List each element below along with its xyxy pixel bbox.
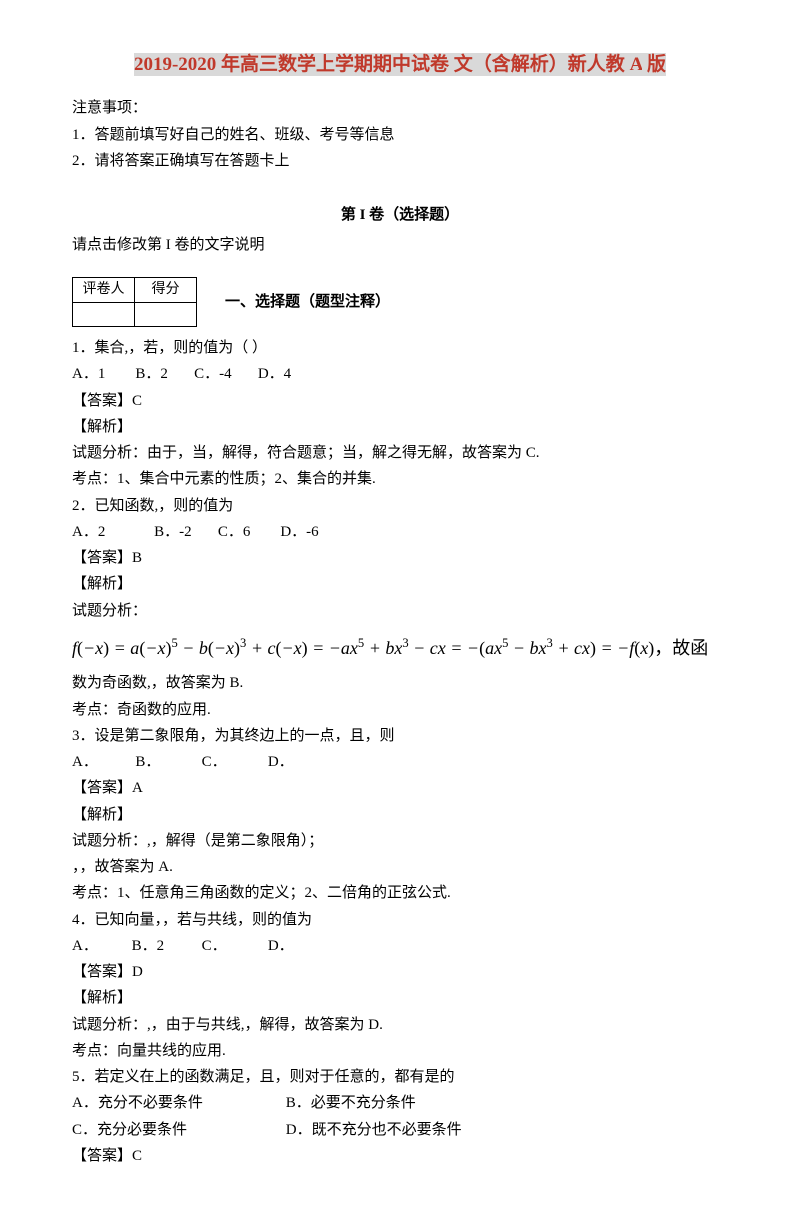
part-1-title: 一、选择题（题型注释）: [225, 289, 390, 315]
q4-kaodian: 考点：向量共线的应用.: [72, 1038, 728, 1064]
note-1: 1．答题前填写好自己的姓名、班级、考号等信息: [72, 122, 728, 148]
score-h1: 评卷人: [73, 277, 135, 303]
q2-formula: f(−x) = a(−x)5 − b(−x)3 + c(−x) = −ax5 +…: [72, 632, 728, 665]
score-cell-2: [135, 303, 197, 327]
notes-block: 注意事项： 1．答题前填写好自己的姓名、班级、考号等信息 2．请将答案正确填写在…: [72, 95, 728, 174]
doc-title: 2019-2020 年高三数学上学期期中试卷 文（含解析）新人教 A 版: [72, 48, 728, 81]
q5-optB: B．必要不充分条件: [286, 1090, 416, 1116]
notes-header: 注意事项：: [72, 95, 728, 121]
score-cell-1: [73, 303, 135, 327]
q3-stem: 3．设是第二象限角，为其终边上的一点，且，则: [72, 723, 728, 749]
q1-analysis: 试题分析：由于，当，解得，符合题意；当，解之得无解，故答案为 C.: [72, 440, 728, 466]
title-mid: 年高三数学上学期期中试卷 文（含解析）新人教: [216, 53, 629, 76]
q2-formula-tail: ，故函: [654, 638, 708, 658]
q2-answer: 【答案】B: [72, 545, 728, 571]
q4-answer: 【答案】D: [72, 959, 728, 985]
q2-jiexi: 【解析】: [72, 571, 728, 597]
q3-analysis-2: ，，故答案为 A.: [72, 854, 728, 880]
score-table: 评卷人 得分: [72, 277, 197, 328]
q2-analysis: 试题分析：: [72, 598, 728, 624]
q5-answer: 【答案】C: [72, 1143, 728, 1169]
q4-options: A． B．2 C． D．: [72, 933, 728, 959]
note-2: 2．请将答案正确填写在答题卡上: [72, 148, 728, 174]
q1-kaodian: 考点：1、集合中元素的性质；2、集合的并集.: [72, 466, 728, 492]
q5-optC: C．充分必要条件: [72, 1117, 282, 1143]
q3-answer: 【答案】A: [72, 775, 728, 801]
section-instruction: 请点击修改第 I 卷的文字说明: [72, 232, 728, 258]
q1-options: A．1 B．2 C．-4 D．4: [72, 361, 728, 387]
q2-kaodian: 考点：奇函数的应用.: [72, 697, 728, 723]
q2-options: A．2 B．-2 C．6 D．-6: [72, 519, 728, 545]
q3-jiexi: 【解析】: [72, 802, 728, 828]
q3-analysis-1: 试题分析：,，解得（是第二象限角）；: [72, 828, 728, 854]
score-row: 评卷人 得分 一、选择题（题型注释）: [72, 277, 728, 328]
q3-options: A． B． C． D．: [72, 749, 728, 775]
q4-jiexi: 【解析】: [72, 985, 728, 1011]
q1-answer: 【答案】C: [72, 388, 728, 414]
title-a: A: [630, 53, 643, 76]
q5-opts-row1: A．充分不必要条件 B．必要不充分条件: [72, 1090, 728, 1116]
q1-jiexi: 【解析】: [72, 414, 728, 440]
q5-optA: A．充分不必要条件: [72, 1090, 282, 1116]
q1-stem: 1．集合,，若，则的值为（ ）: [72, 335, 728, 361]
score-h2: 得分: [135, 277, 197, 303]
q4-analysis: 试题分析：,，由于与共线,，解得，故答案为 D.: [72, 1012, 728, 1038]
title-end: 版: [642, 53, 666, 76]
q2-stem: 2．已知函数,，则的值为: [72, 493, 728, 519]
q5-opts-row2: C．充分必要条件 D．既不充分也不必要条件: [72, 1117, 728, 1143]
q3-kaodian: 考点：1、任意角三角函数的定义；2、二倍角的正弦公式.: [72, 880, 728, 906]
q5-optD: D．既不充分也不必要条件: [286, 1117, 462, 1143]
q2-post: 数为奇函数,，故答案为 B.: [72, 670, 728, 696]
title-year: 2019-2020: [134, 53, 216, 76]
q4-stem: 4．已知向量，，若与共线，则的值为: [72, 907, 728, 933]
q5-stem: 5．若定义在上的函数满足，且，则对于任意的，都有是的: [72, 1064, 728, 1090]
section-1-header: 第 I 卷（选择题）: [72, 202, 728, 228]
